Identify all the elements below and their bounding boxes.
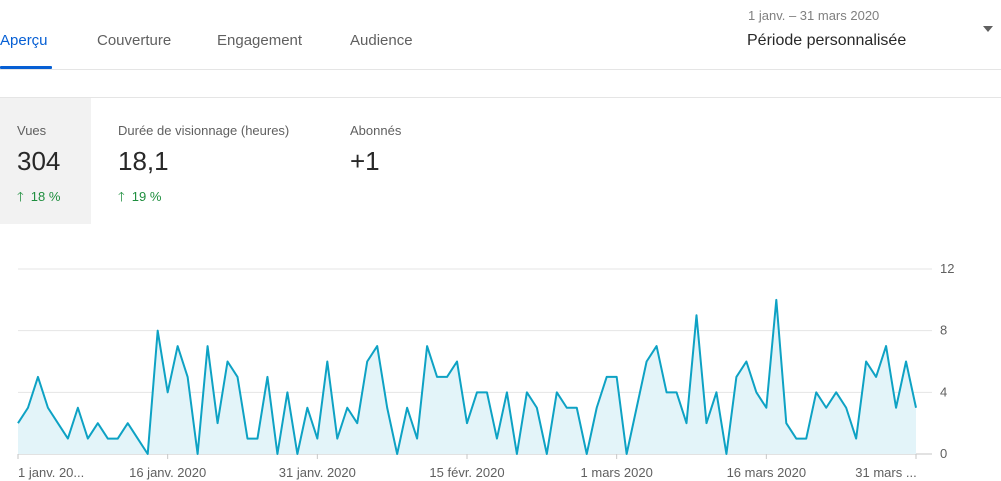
metric-card-abonnes[interactable]: Abonnés +1 bbox=[321, 98, 481, 224]
x-tick-label: 16 mars 2020 bbox=[727, 465, 807, 480]
active-tab-indicator bbox=[0, 66, 52, 69]
metric-change-value: 19 % bbox=[131, 189, 162, 204]
arrow-up-icon: 🡑 bbox=[118, 189, 125, 204]
divider bbox=[0, 97, 1001, 98]
arrow-up-icon: 🡑 bbox=[17, 189, 24, 204]
metric-label: Durée de visionnage (heures) bbox=[118, 123, 290, 138]
tab-apercu[interactable]: Aperçu bbox=[0, 32, 48, 49]
chevron-down-icon[interactable] bbox=[983, 26, 993, 32]
y-tick-label: 8 bbox=[940, 323, 947, 338]
metric-card-duree[interactable]: Durée de visionnage (heures) 18,1 🡑 19 % bbox=[91, 98, 321, 224]
x-tick-label: 16 janv. 2020 bbox=[129, 465, 206, 480]
x-tick-label: 31 mars ... bbox=[855, 465, 916, 480]
metric-label: Vues bbox=[17, 123, 47, 138]
x-tick-label: 15 févr. 2020 bbox=[429, 465, 504, 480]
tab-couverture[interactable]: Couverture bbox=[97, 32, 172, 49]
views-chart: 0 4 8 12 1 janv. 20... 16 janv. 2020 31 janv. … bbox=[0, 255, 1001, 481]
metric-value: 18,1 bbox=[118, 146, 169, 176]
metric-change: 🡑 19 % bbox=[118, 188, 161, 210]
metric-value: 304 bbox=[17, 146, 61, 176]
tab-bar: Aperçu Couverture Engagement Audience 1 … bbox=[0, 0, 1001, 70]
y-tick-label: 0 bbox=[940, 446, 947, 461]
views-line bbox=[17, 298, 917, 455]
metric-card-vues[interactable]: Vues 304 🡑 18 % bbox=[0, 98, 91, 224]
views-area bbox=[18, 299, 916, 454]
y-tick-label: 12 bbox=[940, 261, 954, 276]
x-tick-label: 1 mars 2020 bbox=[581, 465, 653, 480]
metric-label: Abonnés bbox=[350, 123, 402, 138]
y-tick-label: 4 bbox=[940, 384, 947, 399]
period-label: Période personnalisée bbox=[747, 32, 907, 49]
x-tick-label: 31 janv. 2020 bbox=[279, 465, 356, 480]
views-chart-svg: 0 4 8 12 1 janv. 20... 16 janv. 2020 31 janv. … bbox=[17, 261, 954, 480]
period-dates: 1 janv. – 31 mars 2020 bbox=[748, 8, 880, 23]
metric-change-value: 18 % bbox=[30, 189, 61, 204]
tab-engagement[interactable]: Engagement bbox=[217, 32, 303, 49]
metric-value: +1 bbox=[350, 146, 380, 176]
tab-audience[interactable]: Audience bbox=[350, 32, 413, 49]
x-tick-label: 1 janv. 20... bbox=[18, 465, 84, 480]
period-selector[interactable]: 1 janv. – 31 mars 2020 Période personnal… bbox=[745, 6, 1001, 64]
metric-change: 🡑 18 % bbox=[17, 188, 60, 210]
